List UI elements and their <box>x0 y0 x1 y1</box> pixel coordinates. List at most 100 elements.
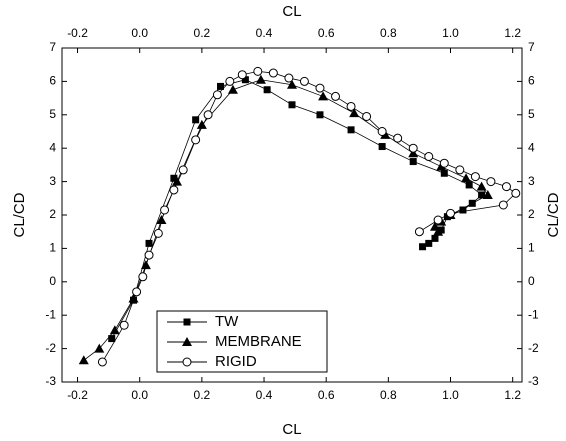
x-tick-label: -0.2 <box>67 388 88 402</box>
right-tick-label: 6 <box>528 74 535 88</box>
marker <box>268 68 278 78</box>
marker <box>192 116 200 124</box>
marker <box>217 82 225 90</box>
x-tick-label: 0.8 <box>380 388 397 402</box>
top-tick-label: 0.6 <box>318 26 335 40</box>
marker <box>203 110 213 120</box>
marker <box>378 143 386 151</box>
y-tick-label: 7 <box>49 40 56 54</box>
marker <box>94 343 105 353</box>
marker <box>178 165 188 175</box>
marker <box>169 185 179 195</box>
y-tick-label: -1 <box>45 307 56 321</box>
marker <box>433 226 444 236</box>
marker <box>97 357 107 367</box>
y-tick-label: -3 <box>45 374 56 388</box>
y-tick-label: 1 <box>49 241 56 255</box>
x-tick-label: 0.0 <box>131 388 148 402</box>
x-tick-label: 0.2 <box>194 388 211 402</box>
marker <box>478 191 486 199</box>
y-tick-label: 4 <box>49 140 56 154</box>
marker <box>498 200 508 210</box>
marker <box>119 320 129 330</box>
marker <box>145 239 153 247</box>
right-tick-label: -3 <box>528 374 539 388</box>
right-tick-label: 2 <box>528 207 535 221</box>
marker <box>138 272 148 282</box>
marker <box>511 188 521 198</box>
top-tick-label: 1.0 <box>442 26 459 40</box>
x-tick-label: 1.0 <box>442 388 459 402</box>
marker <box>446 208 456 218</box>
marker <box>419 243 427 251</box>
marker <box>486 177 496 187</box>
top-tick-label: 0.4 <box>256 26 273 40</box>
marker <box>315 83 325 93</box>
right-tick-label: 4 <box>528 140 535 154</box>
right-tick-label: 3 <box>528 174 535 188</box>
marker <box>160 205 170 215</box>
marker <box>433 215 443 225</box>
marker <box>318 91 329 101</box>
marker <box>408 148 419 158</box>
right-tick-label: 7 <box>528 40 535 54</box>
x-tick-label: 0.6 <box>318 388 335 402</box>
y-tick-label: 6 <box>49 74 56 88</box>
marker <box>316 111 324 119</box>
x-tick-label: 1.2 <box>504 388 521 402</box>
marker <box>288 101 296 109</box>
marker <box>347 126 355 134</box>
marker <box>212 90 222 100</box>
marker <box>253 66 263 76</box>
top-tick-label: 0.8 <box>380 26 397 40</box>
marker <box>437 226 445 234</box>
marker <box>439 158 449 168</box>
y-tick-label: 5 <box>49 107 56 121</box>
marker <box>284 73 294 83</box>
marker <box>476 181 487 191</box>
marker <box>349 108 360 118</box>
marker <box>144 250 154 260</box>
marker <box>346 101 356 111</box>
marker <box>393 133 403 143</box>
marker <box>482 189 493 199</box>
top-tick-label: -0.2 <box>67 26 88 40</box>
y-tick-label: 2 <box>49 207 56 221</box>
marker <box>227 84 238 94</box>
y-axis-label: CL/CD <box>11 192 28 237</box>
x-tick-label: 0.4 <box>256 388 273 402</box>
marker <box>237 70 247 80</box>
marker <box>156 215 167 225</box>
marker <box>255 74 266 84</box>
marker <box>470 172 480 182</box>
marker <box>191 135 201 145</box>
marker <box>182 337 192 346</box>
x-axis-label: CL <box>282 421 301 438</box>
top-tick-label: 0.0 <box>131 26 148 40</box>
marker <box>461 173 472 183</box>
marker <box>170 174 178 182</box>
marker <box>109 325 120 335</box>
right-tick-label: 0 <box>528 274 535 288</box>
y-tick-label: 3 <box>49 174 56 188</box>
right-tick-label: -2 <box>528 341 539 355</box>
marker <box>331 91 341 101</box>
marker <box>132 287 142 297</box>
marker <box>196 119 207 129</box>
marker <box>455 165 465 175</box>
marker <box>287 79 297 89</box>
legend-label: RIGID <box>215 353 257 370</box>
marker <box>183 318 191 326</box>
top-axis-label: CL <box>282 3 301 20</box>
marker <box>241 76 249 84</box>
top-tick-label: 0.2 <box>194 26 211 40</box>
marker <box>225 76 235 86</box>
marker <box>108 335 116 343</box>
right-axis-label: CL/CD <box>545 192 562 237</box>
marker <box>172 176 182 186</box>
y-tick-label: -2 <box>45 341 56 355</box>
marker <box>440 169 448 177</box>
marker <box>408 143 418 153</box>
marker <box>299 76 309 86</box>
